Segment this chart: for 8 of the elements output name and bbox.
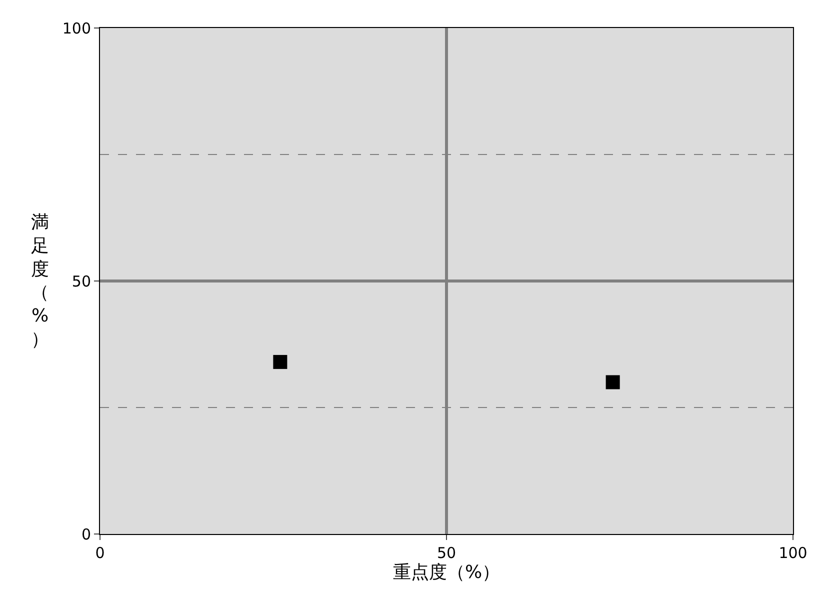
y-tick-label: 50 — [72, 272, 91, 290]
x-tick-label: 0 — [95, 544, 105, 562]
y-tick-label: 0 — [81, 525, 91, 544]
x-tick-label: 50 — [436, 544, 456, 562]
y-axis-title: 満足度（%） — [31, 212, 49, 350]
x-tick-label: 100 — [778, 544, 808, 562]
x-axis-title: 重点度（%） — [392, 562, 500, 583]
y-tick-label: 100 — [62, 19, 91, 38]
